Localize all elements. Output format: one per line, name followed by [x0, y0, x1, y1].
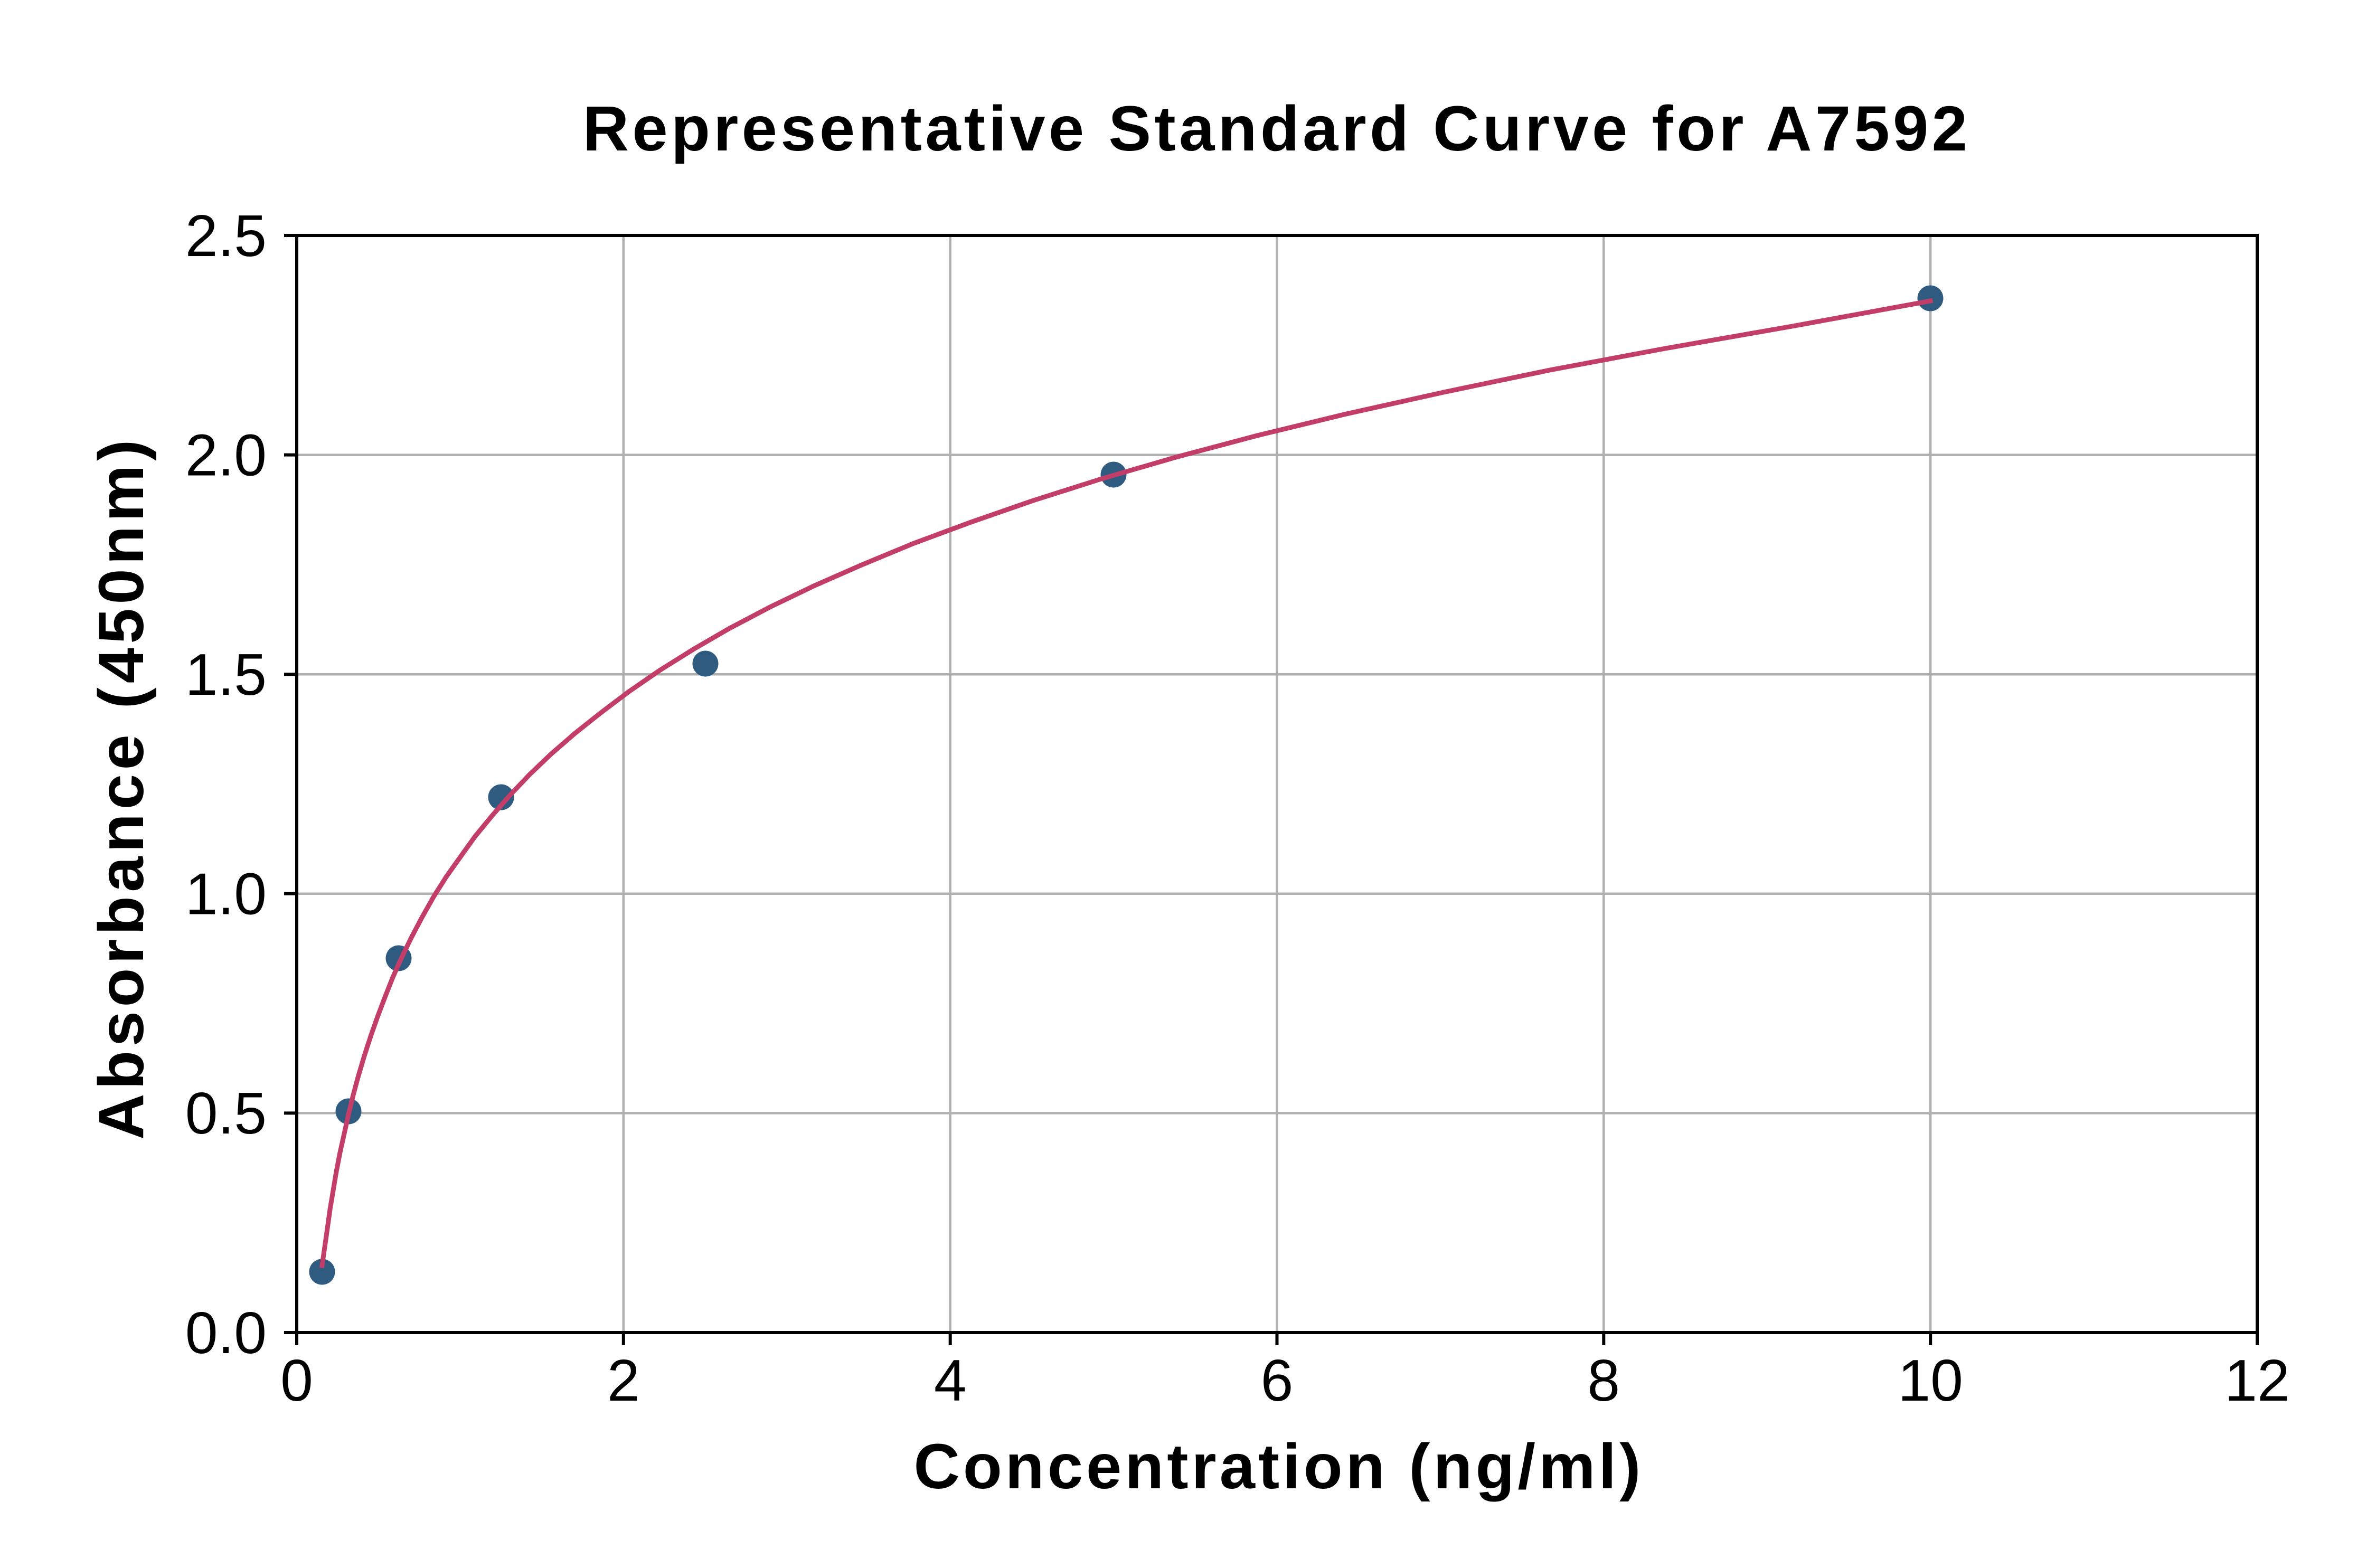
svg-text:8: 8: [1587, 1348, 1620, 1413]
svg-text:12: 12: [2224, 1348, 2289, 1413]
svg-text:2.0: 2.0: [185, 422, 267, 488]
svg-text:2: 2: [607, 1348, 640, 1413]
svg-text:4: 4: [934, 1348, 967, 1413]
svg-text:2.5: 2.5: [185, 203, 267, 269]
svg-text:0.0: 0.0: [185, 1300, 267, 1366]
svg-text:Representative Standard Curve: Representative Standard Curve for A7592: [583, 92, 1970, 164]
svg-text:Concentration (ng/ml): Concentration (ng/ml): [914, 1430, 1644, 1502]
svg-text:0.5: 0.5: [185, 1081, 267, 1146]
svg-text:10: 10: [1898, 1348, 1963, 1413]
svg-text:1.5: 1.5: [185, 642, 267, 707]
svg-text:0: 0: [280, 1348, 313, 1413]
svg-text:Absorbance (450nm): Absorbance (450nm): [85, 436, 157, 1140]
svg-text:1.0: 1.0: [185, 862, 267, 927]
svg-text:6: 6: [1261, 1348, 1294, 1413]
